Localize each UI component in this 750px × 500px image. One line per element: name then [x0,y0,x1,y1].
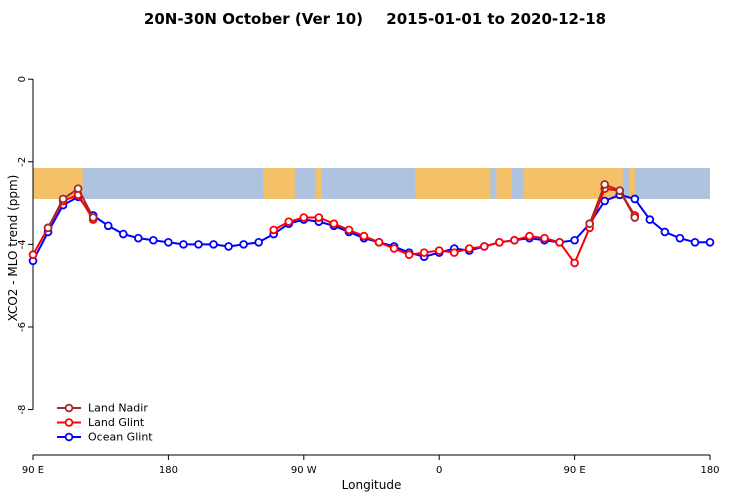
series-ocean-glint [28,190,715,266]
y-tick-label: -2 [17,157,28,167]
y-axis: 0 -2 -4 -6 -8 [17,76,34,415]
data-point-marker [374,238,384,247]
series-line [32,193,710,262]
data-point-marker [344,225,354,235]
x-tick-label: 90 E [563,465,585,476]
series-line [47,187,95,229]
map-strip-land [263,167,295,199]
data-point-marker [630,213,640,222]
legend-label: Land Glint [88,416,145,429]
data-point-marker [495,238,504,247]
legend-item-land-glint: Land Glint [57,416,145,429]
data-point-marker [359,231,369,241]
data-point-marker [209,240,218,249]
data-point-marker [43,223,53,233]
x-tick-label: 0 [436,465,442,476]
legend-label: Land Nadir [88,402,148,415]
data-point-marker [329,219,339,229]
data-point-marker [449,248,459,257]
data-point-marker [58,194,68,204]
data-point-marker [630,194,640,204]
data-point-marker [555,238,564,247]
series-land-nadir [43,180,640,233]
data-point-marker [570,258,579,268]
data-point-marker [540,233,549,243]
x-axis: 90 E 180 90 W 0 90 E 180 [22,454,720,476]
data-point-marker [164,238,173,247]
data-point-marker [525,231,534,241]
data-point-marker [434,246,444,255]
x-tick-label: 180 [700,465,719,476]
data-point-marker [600,180,609,189]
x-tick-label: 90 E [22,465,44,476]
data-point-marker [705,238,715,247]
data-point-marker [615,186,625,195]
chart-title-region: 20N-30N October (Ver 10) [143,10,364,28]
data-point-marker [149,235,158,245]
data-point-marker [419,248,429,257]
data-point-marker [118,229,128,239]
map-strip-land [496,167,512,199]
y-tick-label: -4 [17,239,28,249]
chart-title-dates: 2015-01-01 to 2020-12-18 [386,10,607,28]
data-point-marker [28,250,38,259]
data-point-marker [194,240,203,249]
data-point-marker [269,225,279,235]
data-point-marker [690,238,700,247]
y-tick-label: -8 [17,405,28,415]
chart-title: 20N-30N October (Ver 10) 2015-01-01 to 2… [0,10,750,28]
x-axis-label: Longitude [341,478,402,492]
data-point-marker [464,244,474,253]
data-point-marker [254,238,263,247]
legend-label: Ocean Glint [88,431,153,444]
map-strip [33,167,710,199]
y-tick-label: -6 [17,322,28,332]
data-point-marker [645,215,655,224]
data-point-marker [179,240,188,249]
map-strip-land [315,167,322,199]
map-strip-land [415,167,491,199]
legend-item-land-nadir: Land Nadir [57,402,148,415]
legend-item-ocean-glint: Ocean Glint [57,431,153,444]
data-point-marker [239,240,248,249]
data-point-marker [299,213,309,222]
data-point-marker [585,219,594,229]
data-point-marker [404,250,414,259]
legend-marker-icon [64,432,74,442]
data-point-marker [134,233,143,243]
data-point-marker [389,244,399,253]
data-point-marker [314,213,324,222]
x-tick-label: 90 W [291,465,317,476]
data-point-marker [660,227,670,237]
series-line [588,183,636,225]
data-point-marker [224,242,233,251]
data-point-marker [73,184,83,193]
legend-marker-icon [64,403,74,413]
legend-marker-icon [64,418,74,427]
data-point-marker [570,235,579,245]
map-strip-land [628,167,635,199]
data-point-marker [480,242,489,251]
data-point-marker [103,221,113,231]
x-tick-label: 180 [159,465,178,476]
y-tick-label: 0 [17,76,28,82]
data-point-marker [675,233,685,243]
data-point-marker [88,213,98,222]
data-point-marker [284,217,294,226]
data-point-marker [600,196,609,206]
data-point-marker [510,235,519,245]
